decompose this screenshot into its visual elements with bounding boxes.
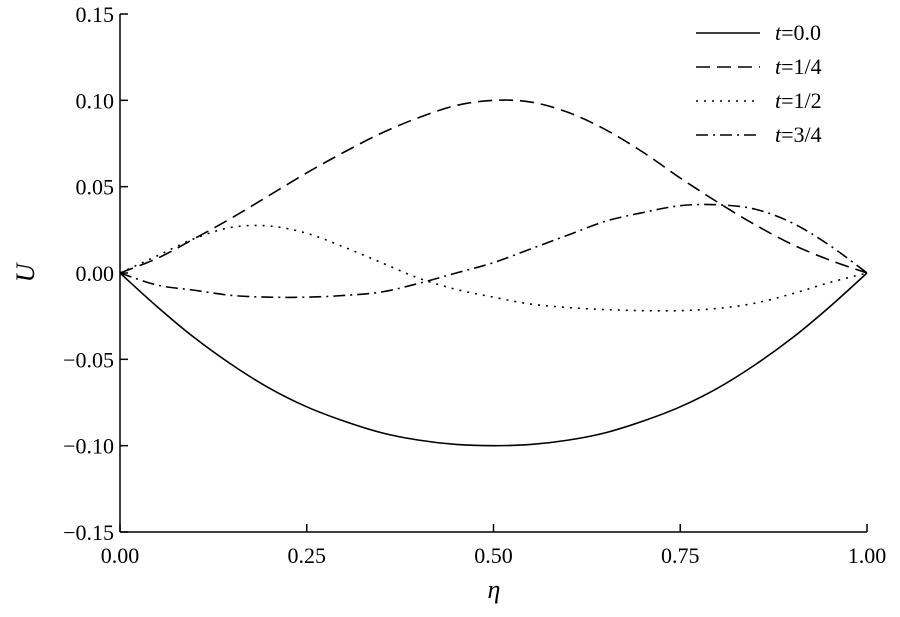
x-tick-label: 0.00	[101, 543, 140, 568]
legend-value: =1/2	[781, 88, 822, 113]
y-tick-label: −0.10	[63, 434, 114, 459]
axes	[119, 14, 867, 533]
series-line-solid	[119, 272, 868, 447]
x-axis-title: η	[488, 575, 501, 604]
legend-value: =1/4	[781, 54, 822, 79]
legend-value: =3/4	[781, 122, 822, 147]
y-tick-label: 0.10	[76, 88, 115, 113]
series-line-dashdot	[119, 203, 868, 299]
x-tick-label: 0.50	[474, 543, 513, 568]
legend-variable: t	[775, 20, 782, 45]
x-tick-label: 1.00	[848, 543, 887, 568]
legend-label: t=1/2	[775, 88, 822, 113]
legend: t=0.0t=1/4t=1/2t=3/4	[696, 20, 822, 147]
legend-label: t=3/4	[775, 122, 822, 147]
y-tick-label: 0.05	[76, 175, 115, 200]
y-tick-label: −0.05	[63, 347, 114, 372]
x-tick-label: 0.75	[661, 543, 700, 568]
y-tick-label: 0.00	[76, 261, 115, 286]
legend-variable: t	[775, 88, 782, 113]
y-axis-title: U	[11, 261, 40, 282]
legend-label: t=0.0	[775, 20, 821, 45]
legend-label: t=1/4	[775, 54, 822, 79]
legend-value: =0.0	[781, 20, 821, 45]
series-line-dotted	[119, 224, 868, 312]
series-line-dashed	[119, 99, 868, 274]
y-tick-label: −0.15	[63, 520, 114, 545]
ticks: 0.00 0.25 0.50 0.75 1.00 0.15 0.10 0.05 0.00 −0.0…	[63, 2, 886, 568]
legend-variable: t	[775, 54, 782, 79]
y-tick-label: 0.15	[76, 2, 115, 27]
x-tick-label: 0.25	[288, 543, 327, 568]
series-lines	[119, 99, 868, 447]
legend-variable: t	[775, 122, 782, 147]
